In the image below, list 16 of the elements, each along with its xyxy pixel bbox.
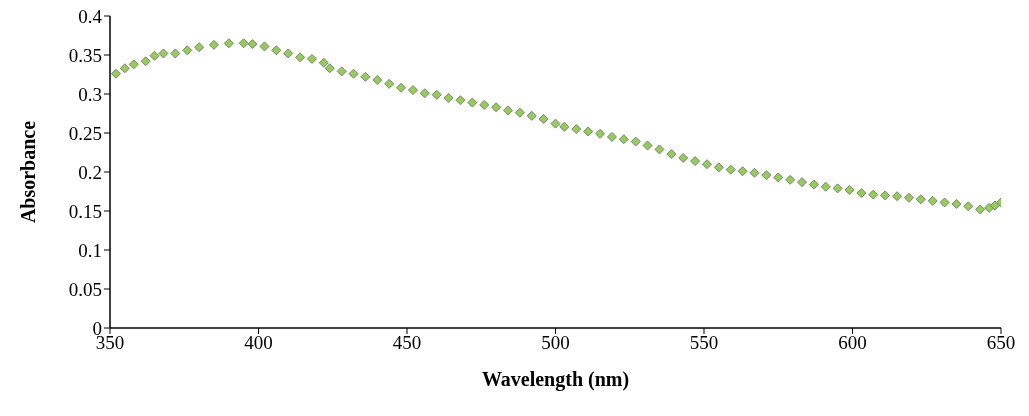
x-axis-title: Wavelength (nm): [481, 368, 630, 391]
x-tick-label: 550: [689, 332, 719, 354]
x-tick-label: 400: [244, 332, 273, 354]
y-tick-label: 0.2: [78, 161, 102, 183]
x-tick-label: 450: [392, 332, 422, 354]
y-tick-label: 0.35: [68, 44, 102, 66]
x-tick-label: 600: [838, 332, 867, 354]
y-tick-label: 0.25: [68, 122, 102, 144]
y-tick-label: 0.15: [68, 200, 102, 222]
x-tick-label: 650: [986, 332, 1016, 354]
y-tick-label: 0.3: [78, 83, 102, 105]
x-tick-label: 500: [541, 332, 570, 354]
y-axis-title: Absorbance: [17, 120, 40, 224]
y-tick-label: 0.1: [78, 239, 102, 261]
y-tick-label: 0.05: [68, 278, 102, 300]
y-tick-label: 0.4: [78, 5, 103, 27]
